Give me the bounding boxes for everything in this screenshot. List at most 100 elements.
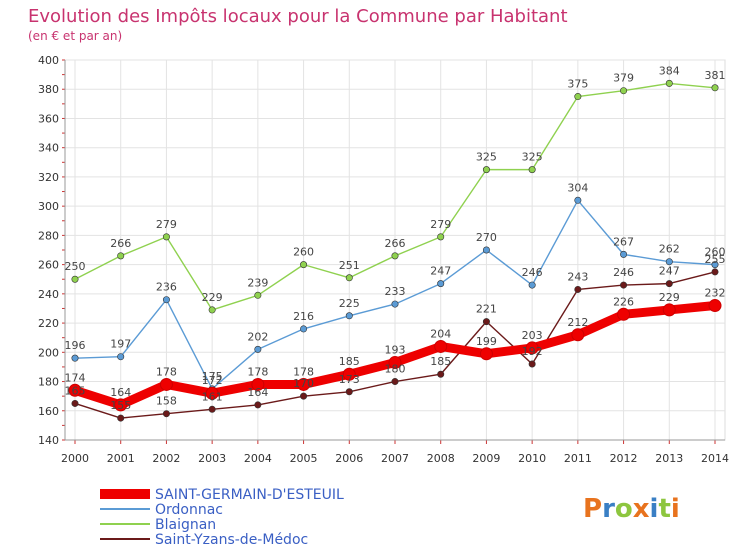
series-point-3 bbox=[208, 405, 216, 413]
data-label: 246 bbox=[522, 266, 543, 279]
series-point-1 bbox=[482, 246, 490, 254]
y-tick-label: 160 bbox=[38, 405, 59, 418]
data-label: 375 bbox=[567, 78, 588, 91]
data-label: 239 bbox=[247, 276, 268, 289]
axes: 140 160 180 200 220 240 260 280 300 320 340 360 380 4… bbox=[38, 54, 729, 465]
logo-letter: i bbox=[671, 494, 680, 524]
series-point-0 bbox=[297, 377, 311, 391]
y-tick-label: 200 bbox=[38, 346, 59, 359]
y-tick-label: 300 bbox=[38, 200, 59, 213]
series-point-3 bbox=[162, 410, 170, 418]
data-label: 243 bbox=[567, 270, 588, 283]
logo-text: Proxiti bbox=[583, 494, 680, 524]
logo-letter: t bbox=[658, 494, 670, 524]
data-label: 196 bbox=[65, 339, 86, 352]
logo-letter: r bbox=[602, 494, 615, 524]
series-point-2 bbox=[71, 275, 79, 283]
x-tick-label: 2004 bbox=[244, 452, 272, 465]
y-tick-label: 360 bbox=[38, 112, 59, 125]
x-tick-label: 2002 bbox=[152, 452, 180, 465]
data-label: 202 bbox=[247, 330, 268, 343]
series-point-2 bbox=[162, 233, 170, 241]
series-point-0 bbox=[708, 299, 722, 313]
data-label: 212 bbox=[567, 316, 588, 329]
data-label: 185 bbox=[339, 355, 360, 368]
data-label: 178 bbox=[293, 365, 314, 378]
data-label: 178 bbox=[247, 365, 268, 378]
legend-label-2: Blaignan bbox=[155, 517, 216, 533]
series-point-3 bbox=[437, 370, 445, 378]
series-point-3 bbox=[391, 378, 399, 386]
data-label: 233 bbox=[385, 285, 406, 298]
y-tick-label: 340 bbox=[38, 142, 59, 155]
data-label: 267 bbox=[613, 235, 634, 248]
data-label: 384 bbox=[659, 64, 680, 77]
series-point-0 bbox=[68, 383, 82, 397]
x-tick-label: 2006 bbox=[335, 452, 363, 465]
series-point-3 bbox=[574, 285, 582, 293]
data-label: 304 bbox=[567, 181, 588, 194]
series-point-0 bbox=[479, 347, 493, 361]
x-tick-label: 2009 bbox=[472, 452, 500, 465]
logo-letter: x bbox=[633, 494, 650, 524]
x-tick-label: 2011 bbox=[564, 452, 592, 465]
series-point-3 bbox=[254, 401, 262, 409]
data-label: 229 bbox=[659, 291, 680, 304]
data-label: 260 bbox=[705, 246, 726, 259]
legend: SAINT-GERMAIN-D'ESTEUILOrdonnacBlaignanS… bbox=[100, 487, 344, 548]
data-label: 270 bbox=[476, 231, 497, 244]
x-tick-label: 2007 bbox=[381, 452, 409, 465]
series-point-2 bbox=[528, 166, 536, 174]
series bbox=[68, 79, 722, 422]
data-label: 246 bbox=[613, 266, 634, 279]
series-point-2 bbox=[574, 93, 582, 101]
x-tick-label: 2001 bbox=[107, 452, 135, 465]
series-point-1 bbox=[162, 296, 170, 304]
series-point-0 bbox=[159, 377, 173, 391]
x-tick-label: 2003 bbox=[198, 452, 226, 465]
series-point-1 bbox=[300, 325, 308, 333]
series-point-1 bbox=[254, 345, 262, 353]
data-label: 155 bbox=[110, 399, 131, 412]
data-label: 221 bbox=[476, 303, 497, 316]
series-point-0 bbox=[251, 377, 265, 391]
data-label: 279 bbox=[156, 218, 177, 231]
data-label: 192 bbox=[522, 345, 543, 358]
data-label: 266 bbox=[110, 237, 131, 250]
series-point-0 bbox=[114, 398, 128, 412]
series-point-0 bbox=[205, 386, 219, 400]
y-tick-label: 280 bbox=[38, 229, 59, 242]
series-point-1 bbox=[528, 281, 536, 289]
x-tick-label: 2000 bbox=[61, 452, 89, 465]
series-point-3 bbox=[620, 281, 628, 289]
data-label: 216 bbox=[293, 310, 314, 323]
x-tick-label: 2005 bbox=[290, 452, 318, 465]
data-label: 164 bbox=[110, 386, 131, 399]
series-point-2 bbox=[300, 261, 308, 269]
data-label: 325 bbox=[476, 151, 497, 164]
series-point-1 bbox=[437, 280, 445, 288]
data-label: 379 bbox=[613, 72, 634, 85]
series-point-2 bbox=[254, 291, 262, 299]
logo-letter: o bbox=[615, 494, 633, 524]
data-label: 165 bbox=[65, 384, 86, 397]
chart-subtitle: (en € et par an) bbox=[28, 29, 122, 43]
series-point-3 bbox=[71, 399, 79, 407]
series-point-3 bbox=[482, 318, 490, 326]
x-tick-label: 2013 bbox=[655, 452, 683, 465]
data-label: 251 bbox=[339, 259, 360, 272]
x-tick-label: 2014 bbox=[701, 452, 729, 465]
y-tick-label: 260 bbox=[38, 259, 59, 272]
series-point-3 bbox=[665, 280, 673, 288]
chart-title: Evolution des Impôts locaux pour la Comm… bbox=[28, 6, 568, 27]
series-point-1 bbox=[711, 261, 719, 269]
data-label: 262 bbox=[659, 243, 680, 256]
y-tick-label: 220 bbox=[38, 317, 59, 330]
y-tick-label: 400 bbox=[38, 54, 59, 67]
x-tick-label: 2010 bbox=[518, 452, 546, 465]
series-point-1 bbox=[574, 196, 582, 204]
series-point-1 bbox=[391, 300, 399, 308]
data-label: 325 bbox=[522, 151, 543, 164]
series-point-3 bbox=[711, 268, 719, 276]
